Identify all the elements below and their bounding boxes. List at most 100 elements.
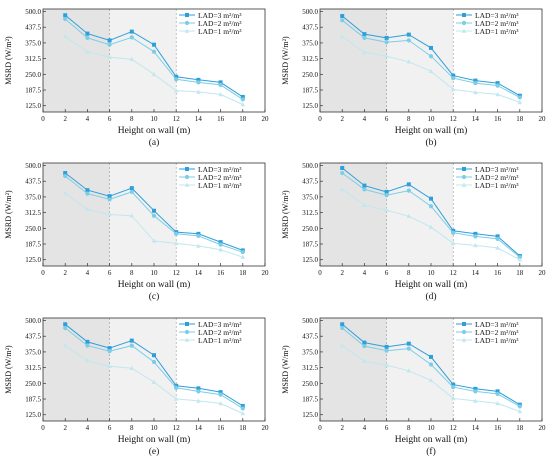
y-tick-label: 375.0 [302, 193, 318, 201]
y-tick-label: 375.0 [302, 348, 318, 356]
y-tick-label: 312.5 [302, 209, 318, 217]
x-tick-label: 10 [428, 424, 436, 432]
data-point [196, 89, 201, 94]
data-point [339, 34, 345, 39]
data-point [107, 194, 112, 199]
data-point [196, 80, 201, 85]
y-tick-label: 250.0 [25, 380, 41, 388]
y-tick-label: 500.0 [302, 162, 318, 170]
data-point [129, 365, 135, 371]
data-point [129, 29, 134, 34]
data-point [151, 49, 157, 54]
legend-marker [462, 322, 466, 326]
x-tick-label: 10 [428, 269, 436, 277]
data-point [107, 363, 112, 369]
x-tick-label: 12 [173, 269, 181, 277]
data-point [428, 362, 434, 367]
data-point [218, 392, 223, 397]
data-point [174, 74, 179, 79]
data-point [63, 171, 68, 176]
x-tick-label: 6 [108, 424, 112, 432]
data-point [63, 322, 68, 327]
x-tick-label: 0 [41, 424, 45, 432]
x-tick-label: 18 [516, 424, 524, 432]
y-tick-label: 312.5 [25, 55, 41, 63]
x-tick-label: 8 [130, 269, 134, 277]
data-point [218, 80, 223, 85]
panel-label: (b) [425, 137, 436, 148]
data-point [107, 349, 112, 354]
data-point [362, 35, 367, 40]
data-point [406, 59, 412, 64]
data-point [473, 389, 478, 394]
data-point [384, 193, 389, 198]
data-point [384, 362, 389, 368]
data-point [406, 38, 411, 43]
data-point [151, 379, 157, 384]
y-tick-label: 375.0 [25, 348, 41, 356]
data-point [495, 391, 500, 396]
data-point [85, 31, 90, 36]
x-tick-label: 14 [195, 424, 203, 432]
y-axis-label: MSRD (W/m²) [281, 190, 290, 239]
shade-band [386, 163, 454, 266]
x-tick-label: 20 [262, 115, 270, 123]
data-point [450, 86, 456, 92]
shade-band [320, 9, 387, 112]
data-point [495, 245, 500, 250]
data-point [63, 325, 68, 331]
legend-label: LAD=2 m²/m³ [198, 328, 242, 337]
chart-panel: 0 2 4 6 8 10 12 14 16 18 20 125.0 187.5 250.0 312.5 375… [4, 8, 269, 148]
x-tick-label: 20 [539, 424, 547, 432]
y-tick-label: 375.0 [25, 39, 41, 47]
data-point [428, 224, 434, 229]
data-point [63, 13, 68, 18]
data-point [340, 14, 345, 19]
data-point [85, 358, 90, 363]
x-tick-label: 6 [385, 269, 389, 277]
shade-band [386, 318, 454, 421]
data-point [429, 354, 433, 359]
data-point [151, 359, 157, 365]
data-point [428, 204, 434, 209]
legend-label: LAD=1 m²/m³ [198, 27, 242, 36]
x-tick-label: 16 [494, 424, 502, 432]
data-point [339, 186, 345, 192]
data-point [240, 406, 245, 411]
data-point [85, 35, 90, 40]
x-tick-label: 2 [63, 115, 67, 123]
shade-band [43, 163, 110, 266]
legend-marker [461, 329, 467, 335]
data-point [129, 56, 135, 62]
data-point [428, 68, 434, 74]
data-point [339, 343, 345, 348]
data-point [517, 409, 523, 414]
data-point [85, 343, 90, 348]
y-tick-label: 500.0 [25, 162, 41, 170]
data-point [451, 73, 456, 78]
x-axis-label: Height on wall (m) [118, 125, 191, 136]
x-tick-label: 14 [472, 424, 480, 432]
y-tick-label: 187.5 [25, 241, 41, 249]
x-tick-label: 4 [363, 424, 367, 432]
data-point [406, 213, 412, 219]
legend-label: LAD=1 m²/m³ [475, 27, 519, 36]
data-point [495, 234, 500, 239]
y-tick-label: 312.5 [302, 364, 318, 372]
x-axis-label: Height on wall (m) [395, 125, 468, 136]
legend-marker [185, 13, 189, 17]
data-point [107, 42, 112, 47]
data-point [428, 377, 434, 383]
x-tick-label: 8 [130, 115, 134, 123]
x-tick-label: 18 [516, 115, 524, 123]
y-tick-label: 437.5 [25, 333, 41, 341]
x-tick-label: 0 [318, 115, 322, 123]
y-tick-label: 187.5 [25, 87, 41, 95]
shade-band [386, 9, 454, 112]
data-point [473, 90, 478, 95]
y-tick-label: 250.0 [302, 225, 318, 233]
data-point [173, 240, 179, 246]
shade-band [109, 9, 177, 112]
x-tick-label: 0 [41, 115, 45, 123]
